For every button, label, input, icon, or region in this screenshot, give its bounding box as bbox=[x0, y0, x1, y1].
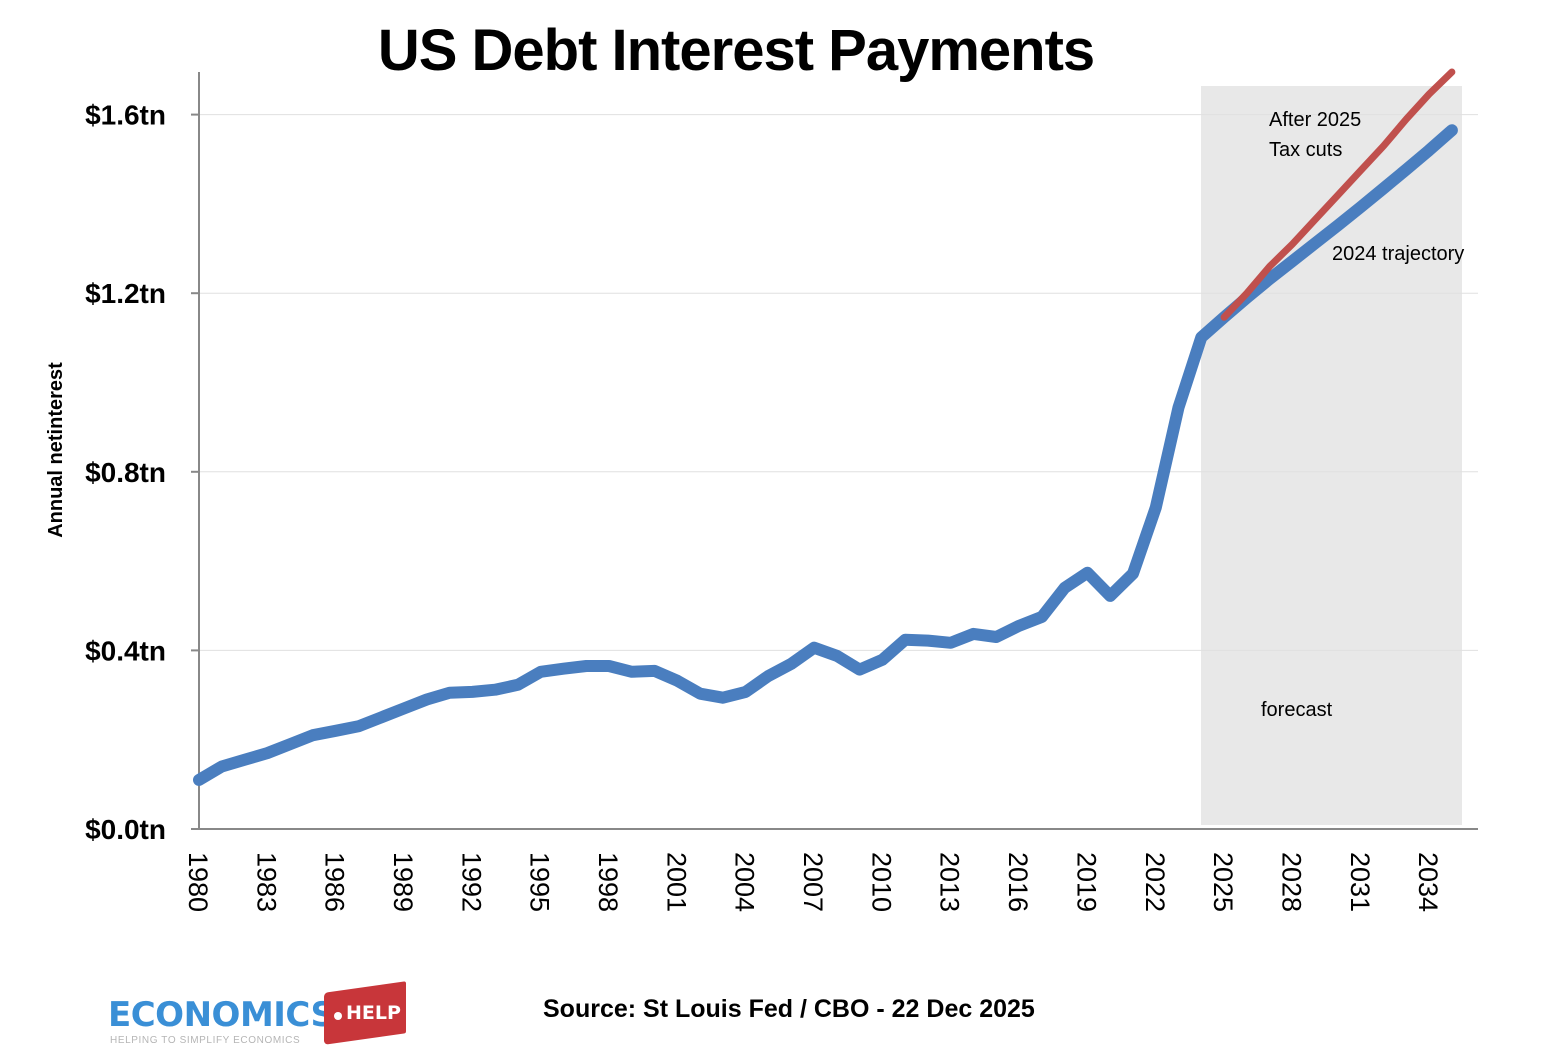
x-tick-label: 2019 bbox=[1071, 852, 1101, 912]
logo-tag-text: HELP bbox=[346, 1002, 401, 1024]
y-tick-label: $0.4tn bbox=[85, 635, 166, 666]
x-tick-label: 2004 bbox=[730, 852, 760, 912]
x-tick-label: 1986 bbox=[320, 852, 350, 912]
x-tick-label: 2010 bbox=[866, 852, 896, 912]
x-tick-label: 2007 bbox=[798, 852, 828, 912]
y-tick-label: $1.2tn bbox=[85, 278, 166, 309]
x-tick-label: 1980 bbox=[183, 852, 213, 912]
y-axis-label: Annual netinterest bbox=[45, 362, 67, 538]
logo-wordmark: ECONOMICS bbox=[108, 995, 335, 1035]
x-tick-label: 1998 bbox=[593, 852, 623, 912]
x-tick-label: 1995 bbox=[525, 852, 555, 912]
x-tick-label: 1983 bbox=[251, 852, 281, 912]
logo-tagline: HELPING TO SIMPLIFY ECONOMICS bbox=[110, 1035, 301, 1046]
y-tick-label: $0.0tn bbox=[85, 814, 166, 845]
y-tick-label: $0.8tn bbox=[85, 457, 166, 488]
x-axis-ticks: 1980 1983 1986 1989 1992 1995 1998 2001 2004 2007… bbox=[183, 852, 1443, 912]
x-tick-label: 2028 bbox=[1276, 852, 1306, 912]
x-tick-label: 2031 bbox=[1345, 852, 1375, 912]
economics-help-logo: ECONOMICS HELP HELPING TO SIMPLIFY ECONO… bbox=[108, 981, 418, 1057]
x-tick-label: 1989 bbox=[388, 852, 418, 912]
x-tick-label: 2001 bbox=[661, 852, 691, 912]
y-tick-label: $1.6tn bbox=[85, 100, 166, 131]
annotation-2024-trajectory: 2024 trajectory bbox=[1332, 243, 1464, 265]
annotation-tax-cuts-line2: Tax cuts bbox=[1269, 139, 1342, 161]
annotation-forecast: forecast bbox=[1261, 699, 1333, 721]
y-axis-ticks: $0.0tn $0.4tn $0.8tn $1.2tn $1.6tn bbox=[85, 100, 199, 845]
source-note: Source: St Louis Fed / CBO - 22 Dec 2025 bbox=[543, 995, 1035, 1023]
x-tick-label: 2016 bbox=[1003, 852, 1033, 912]
logo-tag-hole-icon bbox=[334, 1012, 342, 1020]
forecast-shaded-region bbox=[1201, 86, 1462, 825]
tax-cuts-line bbox=[1220, 68, 1456, 321]
annotation-tax-cuts-line1: After 2025 bbox=[1269, 109, 1361, 131]
chart-title: US Debt Interest Payments bbox=[377, 18, 1095, 83]
x-tick-label: 1992 bbox=[456, 852, 486, 912]
x-tick-label: 2025 bbox=[1208, 852, 1238, 912]
x-tick-label: 2034 bbox=[1413, 852, 1443, 912]
x-tick-label: 2013 bbox=[935, 852, 965, 912]
x-tick-label: 2022 bbox=[1140, 852, 1170, 912]
